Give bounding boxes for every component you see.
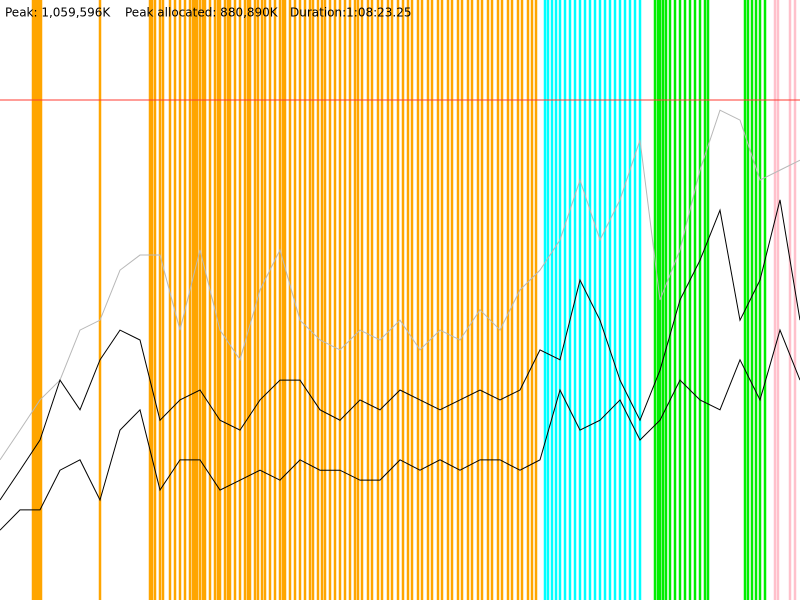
peak-label: Peak: 1,059,596K — [5, 6, 111, 20]
duration-label: Duration:1:08:23.25 — [290, 6, 412, 20]
memory-line — [0, 109, 800, 461]
memory-line — [0, 328, 800, 531]
header: Peak: 1,059,596K Peak allocated: 880,890… — [5, 6, 412, 20]
peak-allocated-label: Peak allocated: 880,890K — [125, 6, 279, 20]
memory-line — [0, 199, 800, 501]
event-markers — [31, 0, 797, 600]
memory-lines — [0, 99, 800, 531]
